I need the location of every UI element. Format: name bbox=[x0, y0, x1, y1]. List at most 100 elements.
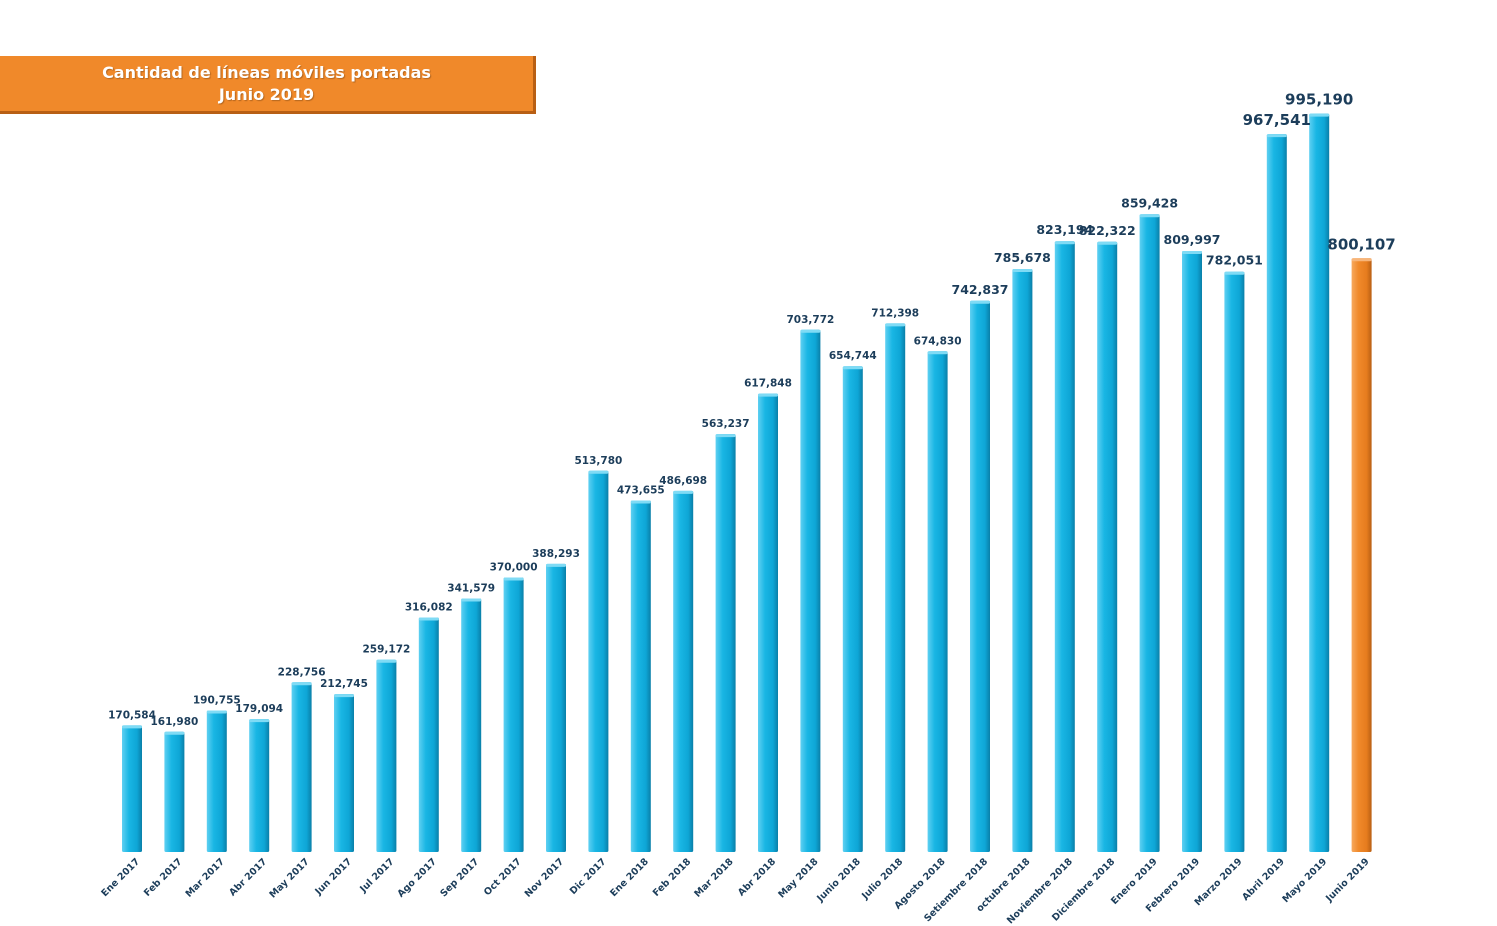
value-label: 785,678 bbox=[994, 250, 1051, 265]
bar-cap bbox=[546, 563, 566, 567]
bar-nov-2017 bbox=[546, 563, 566, 852]
bar-febrero-2019 bbox=[1182, 251, 1202, 852]
category-label: Mar 2018 bbox=[692, 856, 736, 900]
value-label: 967,541 bbox=[1243, 111, 1311, 129]
category-label: Nov 2017 bbox=[523, 856, 566, 899]
bar-setiembre-2018 bbox=[970, 300, 990, 852]
bar-cap bbox=[1054, 241, 1075, 245]
bar-cap bbox=[1182, 251, 1202, 254]
bar-cap bbox=[630, 500, 651, 504]
value-label: 370,000 bbox=[490, 562, 538, 574]
bar-cap bbox=[715, 434, 736, 438]
bar-junio-2018 bbox=[842, 366, 863, 852]
category-label: Jun 2017 bbox=[313, 856, 355, 898]
category-label: Ago 2017 bbox=[395, 856, 438, 899]
category-label: Dic 2017 bbox=[568, 856, 609, 897]
chart-subtitle: Junio 2019 bbox=[218, 84, 315, 104]
bar-octubre-2018 bbox=[1012, 269, 1033, 852]
bar-junio-2019 bbox=[1351, 258, 1372, 852]
bar-cap bbox=[970, 300, 990, 304]
bar-cap bbox=[1309, 113, 1330, 117]
value-label: 388,293 bbox=[532, 548, 580, 560]
value-label: 703,772 bbox=[786, 314, 834, 326]
bar-abril-2019 bbox=[1266, 134, 1287, 853]
bar-enero-2019 bbox=[1139, 214, 1160, 853]
bar-julio-2018 bbox=[885, 323, 906, 852]
category-label: Ene 2018 bbox=[608, 856, 651, 899]
bar-mar-2018 bbox=[715, 434, 736, 852]
bar-may-2017 bbox=[291, 682, 312, 852]
value-label: 995,190 bbox=[1285, 91, 1353, 109]
bar-cap bbox=[461, 598, 482, 602]
value-label: 473,655 bbox=[617, 485, 665, 497]
bar-cap bbox=[249, 719, 270, 723]
bar-feb-2018 bbox=[673, 490, 694, 852]
bar-cap bbox=[122, 725, 142, 729]
bar-cap bbox=[758, 393, 778, 397]
bar-noviembre-2018 bbox=[1054, 241, 1075, 852]
category-label: Abril 2019 bbox=[1240, 856, 1287, 903]
category-label: Ene 2017 bbox=[99, 856, 142, 899]
bar-cap bbox=[206, 710, 227, 714]
value-label: 654,744 bbox=[829, 350, 877, 362]
value-label: 823,194 bbox=[1036, 222, 1093, 237]
value-label: 563,237 bbox=[702, 418, 750, 430]
bar-abr-2018 bbox=[758, 393, 778, 852]
bar-cap bbox=[927, 351, 948, 355]
category-label: Junio 2019 bbox=[1323, 856, 1372, 905]
bar-dic-2017 bbox=[588, 470, 609, 852]
bar-oct-2017 bbox=[503, 577, 524, 852]
bar-abr-2017 bbox=[249, 719, 270, 852]
bar-sep-2017 bbox=[461, 598, 482, 852]
value-label: 190,755 bbox=[193, 695, 241, 707]
bar-cap bbox=[842, 366, 863, 370]
value-label: 228,756 bbox=[278, 666, 326, 678]
bar-ene-2018 bbox=[630, 500, 651, 852]
bar-mayo-2019 bbox=[1309, 113, 1330, 853]
value-label: 822,322 bbox=[1079, 223, 1136, 238]
bar-cap bbox=[334, 694, 354, 698]
bar-may-2018 bbox=[800, 329, 821, 852]
value-label: 179,094 bbox=[235, 703, 283, 715]
category-label: Abr 2018 bbox=[736, 856, 778, 898]
category-label: Julio 2018 bbox=[859, 856, 905, 902]
value-label: 712,398 bbox=[871, 307, 919, 319]
bar-feb-2017 bbox=[164, 731, 185, 852]
bar-mar-2017 bbox=[206, 710, 227, 852]
category-label: Feb 2018 bbox=[651, 856, 694, 899]
value-label: 341,579 bbox=[447, 583, 495, 595]
value-label: 617,848 bbox=[744, 378, 792, 390]
bar-cap bbox=[1351, 258, 1372, 262]
category-label: Sep 2017 bbox=[438, 856, 481, 899]
bar-cap bbox=[291, 682, 312, 686]
bars-group bbox=[122, 113, 1372, 853]
chart-title-banner: Cantidad de líneas móviles portadas Juni… bbox=[0, 56, 536, 114]
category-label: May 2017 bbox=[268, 856, 312, 900]
value-label: 513,780 bbox=[574, 455, 622, 467]
value-label: 859,428 bbox=[1121, 195, 1178, 210]
bar-ene-2017 bbox=[122, 725, 142, 852]
category-label: May 2018 bbox=[776, 856, 820, 900]
value-label: 161,980 bbox=[150, 716, 198, 728]
category-label: Mar 2017 bbox=[184, 856, 227, 899]
bar-cap bbox=[800, 329, 821, 333]
category-label: Abr 2017 bbox=[227, 856, 269, 898]
bar-marzo-2019 bbox=[1224, 271, 1245, 852]
bar-cap bbox=[164, 731, 185, 735]
value-label: 800,107 bbox=[1327, 235, 1395, 253]
value-label: 170,584 bbox=[108, 709, 156, 721]
chart-title: Cantidad de líneas móviles portadas bbox=[102, 62, 431, 82]
value-label: 259,172 bbox=[362, 644, 410, 656]
bar-cap bbox=[885, 323, 906, 327]
value-label: 674,830 bbox=[914, 335, 962, 347]
bar-cap bbox=[1266, 134, 1287, 138]
bar-cap bbox=[588, 470, 609, 474]
category-label: Feb 2017 bbox=[142, 856, 185, 899]
bar-cap bbox=[673, 490, 694, 494]
bar-jun-2017 bbox=[334, 694, 354, 852]
category-label: Mayo 2019 bbox=[1280, 856, 1329, 905]
bar-jul-2017 bbox=[376, 659, 397, 852]
